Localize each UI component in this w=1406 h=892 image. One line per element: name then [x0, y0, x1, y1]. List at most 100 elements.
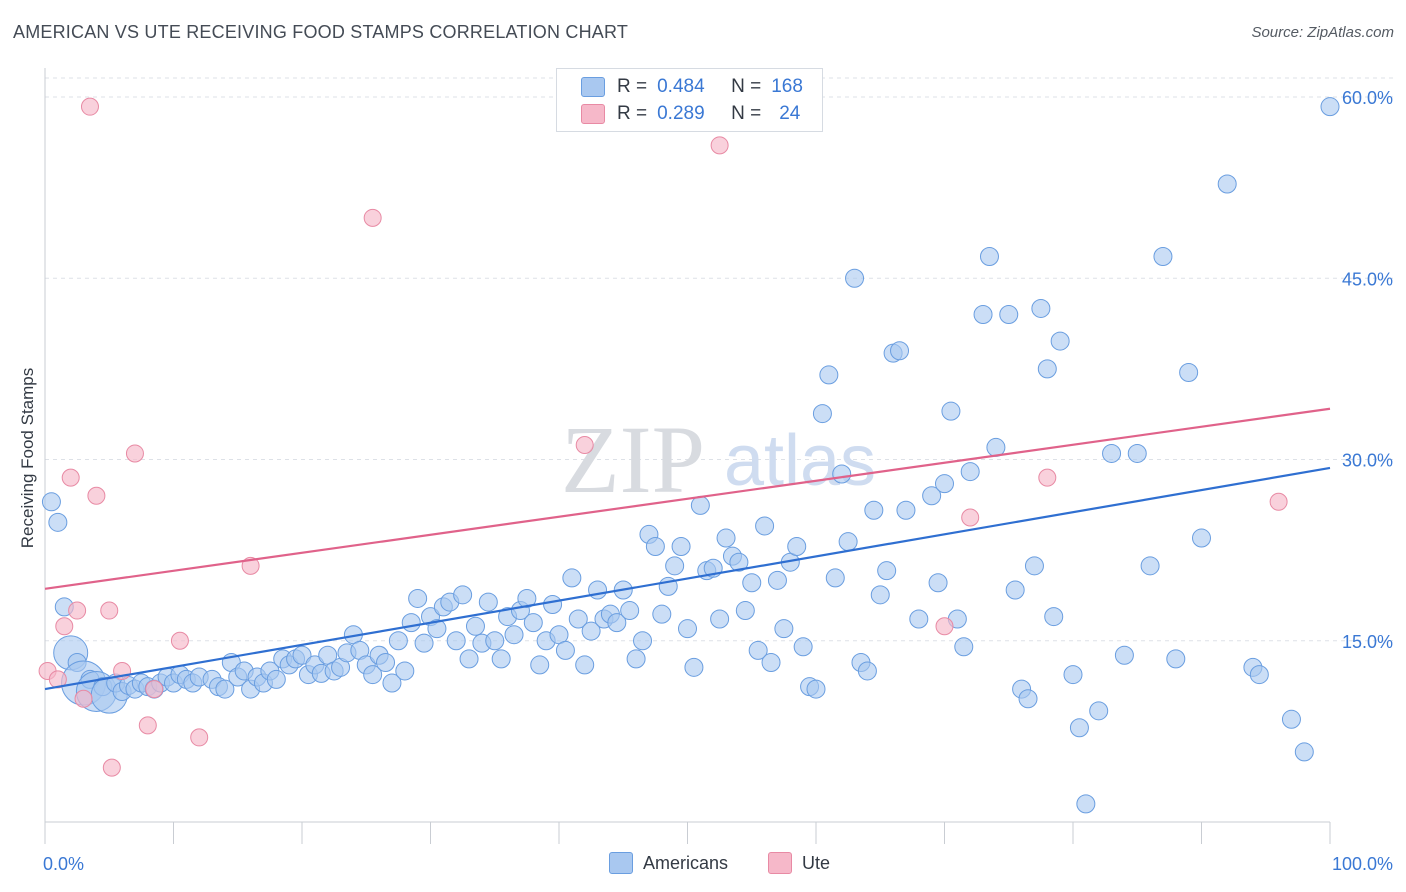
- y-tick-label: 30.0%: [1342, 451, 1393, 471]
- americans-point: [774, 619, 794, 639]
- regression-lines: [44, 407, 1331, 691]
- americans-point: [857, 661, 877, 681]
- americans-point: [825, 568, 845, 588]
- americans-point: [935, 474, 954, 494]
- americans-point: [845, 268, 865, 288]
- americans-point: [1102, 443, 1122, 463]
- legend-label-ute: Ute: [802, 852, 831, 873]
- legend-item-americans: Americans: [609, 852, 728, 874]
- y-tick-label: 15.0%: [1342, 632, 1393, 652]
- americans-point: [1024, 556, 1044, 576]
- ute-point: [961, 508, 980, 527]
- americans-point: [665, 556, 685, 576]
- americans-point: [555, 640, 575, 660]
- americans-point: [755, 516, 775, 536]
- americans-point: [735, 601, 755, 621]
- americans-point: [960, 462, 980, 482]
- americans-point: [684, 657, 704, 677]
- americans-point: [48, 512, 68, 532]
- americans-point: [877, 561, 897, 581]
- americans-point: [1063, 665, 1083, 685]
- y-tick-label: 45.0%: [1342, 269, 1393, 289]
- americans-point: [465, 616, 485, 636]
- americans-point: [645, 537, 665, 556]
- axes: [44, 68, 1331, 844]
- americans-point: [1249, 665, 1269, 685]
- americans-point: [1179, 363, 1199, 382]
- n-label: N =: [731, 76, 762, 97]
- x-tick-label: 0.0%: [43, 854, 84, 874]
- ute-point: [575, 436, 594, 454]
- americans-point: [388, 631, 408, 651]
- y-axis-label: Receiving Food Stamps: [18, 368, 37, 548]
- americans-point: [266, 669, 286, 689]
- americans-point: [806, 679, 826, 699]
- americans-point: [999, 305, 1019, 324]
- series-legend: Americans Ute: [0, 852, 1406, 878]
- americans-point: [41, 492, 61, 512]
- chart-source: Source: ZipAtlas.com: [1251, 24, 1394, 41]
- americans-point: [1127, 443, 1147, 463]
- ute-point: [74, 689, 93, 708]
- americans-point: [1050, 331, 1070, 351]
- ute-point: [363, 208, 382, 227]
- americans-point: [504, 625, 524, 645]
- americans-points: [41, 97, 1340, 814]
- r-label: R =: [617, 103, 648, 124]
- n-label: N =: [731, 103, 762, 124]
- legend-label-americans: Americans: [643, 852, 729, 873]
- americans-point: [896, 500, 916, 520]
- legend-row-ute: R = 0.289 N = 24: [581, 102, 800, 126]
- americans-point: [620, 601, 640, 621]
- legend-item-ute: Ute: [768, 852, 830, 874]
- ute-point: [935, 617, 954, 636]
- americans-point: [1192, 528, 1211, 548]
- americans-point: [838, 532, 858, 552]
- americans-point: [1166, 649, 1186, 669]
- americans-point: [748, 640, 768, 660]
- ute-point: [125, 444, 144, 463]
- americans-point: [543, 595, 563, 614]
- watermark-zip: ZIP: [561, 406, 705, 513]
- americans-r-value: 0.484: [657, 76, 705, 97]
- americans-point: [401, 613, 421, 633]
- americans-point: [395, 661, 415, 681]
- americans-point: [292, 645, 312, 665]
- americans-point: [491, 649, 511, 669]
- grid-lines: [45, 77, 1395, 642]
- americans-point: [870, 585, 890, 605]
- americans-point: [1114, 645, 1134, 665]
- americans-point: [1018, 689, 1038, 709]
- americans-point: [478, 592, 498, 612]
- ute-point: [190, 728, 209, 747]
- americans-point: [575, 655, 595, 675]
- tick-labels: 15.0% 30.0% 45.0% 60.0% 0.0% 100.0%: [43, 88, 1393, 874]
- americans-point: [607, 613, 627, 633]
- ute-swatch: [581, 104, 605, 124]
- ute-point: [80, 97, 99, 116]
- ute-point: [1038, 468, 1057, 487]
- y-tick-label: 60.0%: [1342, 88, 1393, 108]
- legend-row-americans: R = 0.484 N = 168: [581, 75, 803, 99]
- ute-legend-swatch: [768, 852, 792, 874]
- americans-point: [1031, 298, 1051, 318]
- americans-legend-swatch: [609, 852, 633, 874]
- americans-point: [453, 585, 473, 605]
- ute-point: [102, 758, 121, 777]
- americans-point: [1140, 556, 1160, 576]
- americans-point: [523, 613, 543, 633]
- americans-point: [588, 580, 608, 600]
- americans-point: [363, 665, 383, 685]
- americans-point: [954, 637, 974, 657]
- americans-swatch: [581, 77, 605, 97]
- americans-point: [1005, 580, 1025, 600]
- ute-trend-line: [44, 407, 1331, 590]
- americans-point: [215, 679, 235, 699]
- americans-point: [517, 588, 537, 608]
- americans-point: [626, 649, 646, 669]
- americans-point: [819, 365, 839, 385]
- americans-point: [446, 631, 466, 651]
- americans-point: [1076, 794, 1096, 814]
- americans-point: [414, 633, 434, 653]
